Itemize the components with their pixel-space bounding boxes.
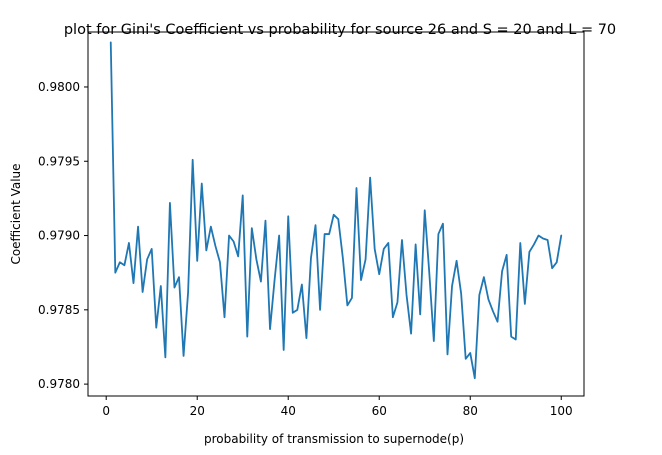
chart-title: plot for Gini's Coefficient vs probabili… [64, 22, 616, 38]
y-tick-label: 0.9790 [38, 229, 80, 243]
x-axis: 0 20 40 60 80 100 [102, 396, 573, 418]
y-tick-label: 0.9795 [38, 154, 80, 168]
x-tick-label: 100 [550, 404, 573, 418]
y-tick-label: 0.9785 [38, 303, 80, 317]
y-axis: 0.9780 0.9785 0.9790 0.9795 0.9800 [38, 80, 88, 391]
x-tick-label: 80 [463, 404, 478, 418]
y-tick-label: 0.9800 [38, 80, 80, 94]
x-tick-label: 60 [372, 404, 387, 418]
plot-area [109, 41, 563, 380]
x-tick-label: 20 [190, 404, 205, 418]
x-tick-label: 0 [102, 404, 110, 418]
y-axis-label: Coefficient Value [9, 163, 23, 264]
plot-frame [87, 31, 585, 397]
series-line [109, 41, 563, 380]
x-axis-label: probability of transmission to supernode… [204, 432, 464, 446]
y-tick-label: 0.9780 [38, 377, 80, 391]
x-tick-label: 40 [281, 404, 296, 418]
